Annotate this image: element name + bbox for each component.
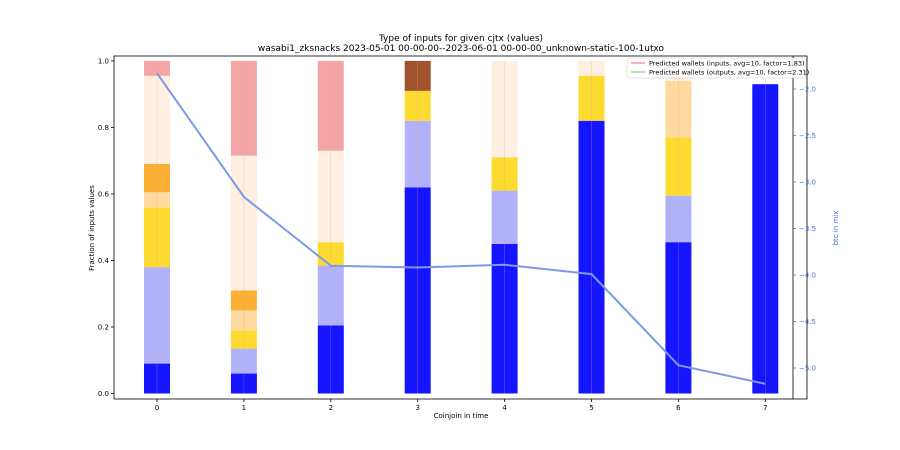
- x-axis-label: Coinjoin in time: [434, 412, 489, 420]
- x-tick-label-2: 2: [329, 404, 333, 412]
- y-axis: 0.0 0.2 0.4 0.6 0.8 1.0: [98, 57, 114, 398]
- chart-title: Type of inputs for given cjtx (values): [378, 34, 543, 44]
- legend-box: [626, 57, 807, 79]
- legend-label-outputs: Predicted wallets (outputs, avg=10, fact…: [649, 69, 809, 77]
- x-tick-label-3: 3: [415, 404, 419, 412]
- x-tick-label-4: 4: [502, 404, 507, 412]
- plot-frame: [113, 55, 808, 400]
- x-tick-label-7: 7: [763, 404, 767, 412]
- bar-stacks: [144, 60, 779, 394]
- y2-tick-label-5: −4.5: [799, 318, 816, 326]
- legend: Predicted wallets (inputs, avg=10, facto…: [626, 57, 809, 79]
- y-tick-label-3: 0.6: [98, 190, 110, 198]
- y2-tick-label-4: −4.0: [799, 272, 816, 280]
- x-axis: 0 1 2 3 4 5 6 7: [155, 399, 768, 412]
- x-tick-label-1: 1: [242, 404, 246, 412]
- y2-tick-label-1: −2.5: [799, 132, 816, 140]
- chart-subtitle: wasabi1_zksnacks 2023-05-01 00-00-00--20…: [258, 44, 665, 54]
- y-tick-label-5: 1.0: [98, 57, 109, 65]
- x-tick-label-5: 5: [589, 404, 593, 412]
- x-tick-label-0: 0: [155, 404, 159, 412]
- y2-tick-label-0: −2.0: [799, 86, 816, 94]
- y2-tick-label-3: −3.5: [799, 225, 816, 233]
- y-tick-label-0: 0.0: [98, 390, 109, 398]
- y2-tick-label-6: −5.0: [799, 365, 816, 373]
- y-tick-label-4: 0.8: [98, 124, 109, 132]
- y-tick-label-2: 0.4: [98, 257, 110, 265]
- legend-label-inputs: Predicted wallets (inputs, avg=10, facto…: [649, 60, 805, 68]
- line-layer: [156, 72, 766, 385]
- y2-axis: −2.0 −2.5 −3.0 −3.5 −4.0 −4.5 −5.0: [793, 86, 816, 373]
- y2-axis-label: btc in mix: [832, 211, 840, 246]
- btc-in-mix-line: [156, 72, 766, 385]
- x-tick-label-6: 6: [676, 404, 681, 412]
- y-axis-label: Fraction of inputs values: [88, 185, 96, 271]
- y2-tick-label-2: −3.0: [799, 179, 816, 187]
- y-tick-label-1: 0.2: [98, 323, 109, 331]
